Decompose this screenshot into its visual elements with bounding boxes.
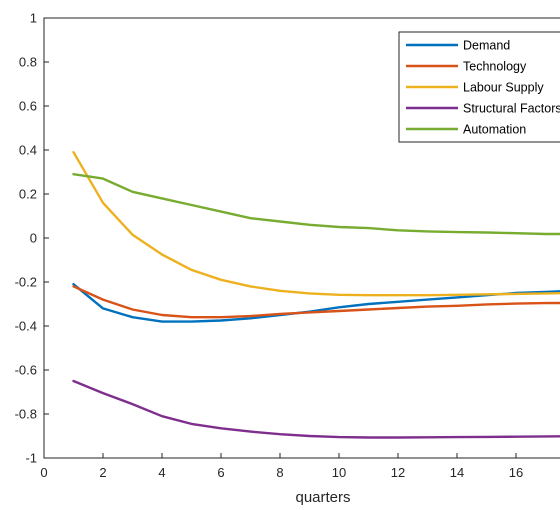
x-tick-label: 6 (217, 465, 224, 480)
series-line-demand (72, 283, 560, 323)
x-tick-label: 4 (158, 465, 165, 480)
y-tick-label: 0.4 (19, 143, 37, 158)
y-tick-label: 0 (30, 231, 37, 246)
x-tick-label: 14 (450, 465, 464, 480)
y-tick-label: -0.2 (15, 275, 37, 290)
x-tick-label: 10 (332, 465, 346, 480)
y-tick-label: -0.4 (15, 319, 37, 334)
x-axis-label: quarters (295, 489, 350, 506)
y-tick-label: -0.6 (15, 363, 37, 378)
x-tick-label: 8 (276, 465, 283, 480)
legend-label: Labour Supply (463, 81, 544, 95)
x-tick-label: 16 (509, 465, 523, 480)
y-axis: -1 -0.8 -0.6 -0.4 -0.2 0 0.2 0.4 0.6 0.8 1 (15, 11, 49, 466)
y-tick-label: 0.8 (19, 55, 37, 70)
series-line-labour-supply (72, 150, 560, 297)
series-line-structural-factors (72, 379, 560, 439)
x-tick-label: 0 (40, 465, 47, 480)
y-tick-label: 0.6 (19, 99, 37, 114)
y-tick-label: -1 (25, 451, 37, 466)
legend-label: Automation (463, 123, 526, 137)
series-line-technology (72, 285, 560, 319)
legend-label: Structural Factors (463, 102, 560, 116)
series-line-automation (72, 172, 560, 236)
legend: Demand Technology Labour Supply Structural … (398, 31, 560, 143)
series-lines (72, 150, 560, 439)
x-tick-label: 12 (391, 465, 405, 480)
y-tick-label: -0.8 (15, 407, 37, 422)
y-tick-label: 0.2 (19, 187, 37, 202)
x-axis: 024681012141618 (40, 453, 523, 480)
legend-label: Demand (463, 39, 510, 53)
legend-label: Technology (463, 60, 527, 74)
x-tick-label: 2 (99, 465, 106, 480)
y-tick-label: 1 (30, 11, 37, 26)
